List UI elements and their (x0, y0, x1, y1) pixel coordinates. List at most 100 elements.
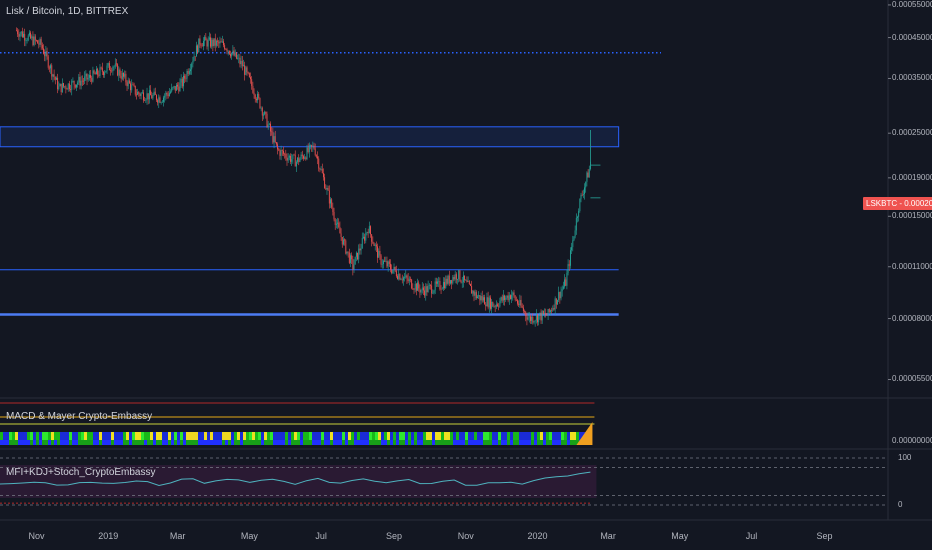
macd-cell (48, 440, 51, 445)
macd-cell (339, 440, 342, 445)
time-tick-label: May (240, 531, 258, 541)
candle-body (390, 263, 391, 270)
macd-cell (201, 432, 204, 440)
mfi-dot (588, 502, 590, 504)
mfi-dot (424, 502, 426, 504)
candle-body (537, 314, 538, 323)
candle-body (132, 84, 134, 86)
candle-body (395, 270, 397, 277)
macd-cell (264, 432, 267, 440)
macd-cell (351, 440, 354, 445)
candle-body (373, 243, 375, 246)
mfi-dot (72, 502, 74, 504)
candle-body (201, 45, 203, 47)
macd-cell (45, 440, 48, 445)
candle-body (47, 56, 49, 68)
candle-body (247, 72, 249, 74)
macd-cell (219, 440, 222, 445)
candle-body (521, 306, 523, 308)
candle-body (528, 316, 530, 318)
macd-cell (513, 432, 516, 440)
macd-cell (372, 440, 375, 445)
candle-body (195, 45, 197, 57)
candle-body (515, 299, 517, 301)
candle-body (211, 39, 213, 47)
candle-body (238, 57, 240, 59)
mfi-dot (476, 502, 478, 504)
macd-cell (75, 432, 78, 440)
macd-cell (444, 432, 447, 440)
candle-body (444, 282, 446, 289)
mfi-dot (444, 502, 446, 504)
macd-cell (567, 440, 570, 445)
mfi-dot (40, 502, 42, 504)
candle-body (258, 93, 260, 98)
macd-cell (438, 440, 441, 445)
macd-cell (21, 440, 24, 445)
candle-body (540, 312, 542, 321)
macd-cell (165, 432, 168, 440)
candle-body (157, 100, 159, 103)
candle-body (30, 32, 32, 39)
candle-body (267, 124, 269, 128)
macd-cell (459, 432, 462, 440)
candle-body (587, 172, 589, 178)
macd-cell (237, 440, 240, 445)
candle-body (171, 87, 173, 92)
candle-body (572, 240, 574, 248)
candle-body (121, 72, 123, 79)
candle-body (104, 72, 106, 75)
macd-cell (231, 432, 234, 440)
macd-cell (453, 432, 456, 440)
macd-cell (501, 440, 504, 445)
candle-body (577, 216, 578, 218)
candle-body (225, 49, 227, 50)
macd-cell (297, 432, 300, 440)
candle-body (21, 31, 23, 37)
candle-body (57, 77, 59, 90)
candle-body (137, 91, 139, 95)
macd-cell (0, 432, 3, 440)
macd-cell (564, 440, 567, 445)
macd-cell (171, 440, 174, 445)
candle-body (159, 97, 161, 103)
candle-body (320, 168, 322, 170)
mfi-dot (20, 502, 22, 504)
candle-body (127, 80, 129, 87)
mfi-dot (540, 502, 542, 504)
macd-cell (141, 432, 144, 440)
candle-body (105, 70, 107, 73)
time-tick-label: 2020 (527, 531, 548, 541)
mfi-dot (312, 502, 314, 504)
price-tick-label: 0.00015000 (892, 211, 932, 221)
macd-cell (309, 432, 312, 440)
mfi-dot (140, 502, 142, 504)
candle-body (345, 240, 347, 254)
candle-body (210, 37, 211, 47)
mfi-dot (396, 502, 398, 504)
macd-cell (507, 440, 510, 445)
candle-body (138, 91, 140, 94)
candle-body (455, 274, 457, 280)
macd-cell (456, 432, 459, 440)
candle-body (186, 70, 188, 79)
macd-cell (255, 432, 258, 440)
mfi-dot (144, 502, 146, 504)
macd-cell (54, 432, 57, 440)
candle-body (232, 50, 234, 53)
candle-body (393, 266, 395, 270)
macd-cell (495, 432, 498, 440)
candle-body (281, 150, 283, 151)
macd-cell (144, 432, 147, 440)
candle-body (538, 315, 540, 323)
macd-cell (225, 440, 228, 445)
candle-body (584, 187, 586, 195)
mfi-dot (64, 502, 66, 504)
candle-body (199, 38, 201, 45)
macd-cell (351, 432, 354, 440)
candle-body (378, 250, 380, 258)
candle-body (150, 90, 151, 96)
candle-body (253, 92, 255, 95)
macd-cell (15, 432, 18, 440)
